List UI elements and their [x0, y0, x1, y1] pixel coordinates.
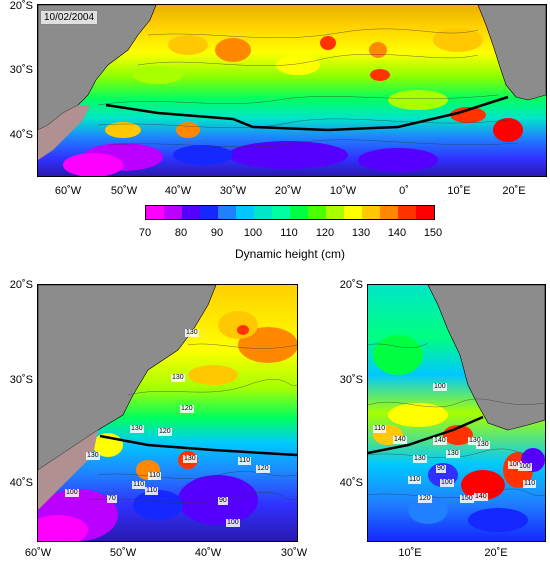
colorbar-tick-100: 100	[243, 227, 263, 239]
right-contour-label: 110	[373, 425, 387, 433]
top-y-tick-40s: 40˚S	[9, 129, 33, 141]
colorbar-swatch	[218, 206, 236, 219]
left-map: 130 130 120 130 120 110 120 130 130 110 …	[37, 284, 298, 542]
right-contour-label: 130	[476, 441, 490, 449]
right-contour-label: 150	[460, 495, 474, 503]
left-contour-label: 130	[171, 374, 185, 382]
left-x-tick-60w: 60˚W	[24, 547, 52, 559]
left-contour-label: 130	[86, 452, 100, 460]
colorbar-tick-90: 90	[210, 227, 224, 239]
top-x-tick-40w: 40˚W	[164, 185, 192, 197]
right-contour-label: 140	[474, 493, 488, 501]
left-contour-label: 110	[132, 481, 146, 489]
colorbar-tick-130: 130	[351, 227, 371, 239]
top-x-tick-20w: 20˚W	[274, 185, 302, 197]
left-contour-label: 110	[145, 487, 159, 495]
right-x-tick-20e: 20˚E	[484, 547, 508, 559]
colorbar-swatch	[344, 206, 362, 219]
left-contour-label: 70	[107, 495, 117, 503]
top-x-tick-50w: 50˚W	[110, 185, 138, 197]
colorbar-swatch	[416, 206, 434, 219]
right-contour-label: 100	[508, 461, 522, 469]
right-contour-label: 140	[433, 437, 447, 445]
right-contour-label: 100	[518, 463, 532, 471]
right-front-line	[368, 415, 484, 455]
top-y-tick-20s: 20˚S	[9, 0, 33, 12]
colorbar-swatch	[200, 206, 218, 219]
right-y-tick-40s: 40˚S	[339, 477, 363, 489]
left-x-tick-30w: 30˚W	[280, 547, 308, 559]
left-contour-label: 100	[226, 519, 240, 527]
top-x-tick-20e: 20˚E	[502, 185, 526, 197]
top-x-tick-0: 0˚	[399, 185, 409, 197]
colorbar-tick-80: 80	[174, 227, 188, 239]
colorbar-swatch	[362, 206, 380, 219]
top-y-tick-30s: 30˚S	[9, 64, 33, 76]
right-contour-label: 140	[393, 436, 407, 444]
left-contour-label: 100	[65, 489, 79, 497]
right-contour-label: 100	[433, 383, 447, 391]
top-front-line	[105, 95, 509, 132]
colorbar-tick-150: 150	[423, 227, 443, 239]
left-contour-label: 130	[183, 455, 197, 463]
left-contour-label: 90	[218, 497, 228, 505]
right-contour-label: 110	[408, 476, 422, 484]
date-label: 10/02/2004	[40, 10, 99, 25]
left-contour-label: 120	[180, 405, 194, 413]
africa-land	[477, 5, 546, 101]
right-y-tick-30s: 30˚S	[339, 374, 363, 386]
colorbar-swatch	[290, 206, 308, 219]
top-x-tick-30w: 30˚W	[219, 185, 247, 197]
top-x-tick-10e: 10˚E	[447, 185, 471, 197]
left-y-tick-20s: 20˚S	[9, 279, 33, 291]
top-x-tick-60w: 60˚W	[54, 185, 82, 197]
right-contour-label: 100	[440, 479, 454, 487]
left-map-field	[38, 285, 297, 541]
colorbar	[145, 205, 435, 220]
top-x-tick-10w: 10˚W	[329, 185, 357, 197]
left-x-tick-50w: 50˚W	[109, 547, 137, 559]
colorbar-tick-140: 140	[387, 227, 407, 239]
colorbar-swatch	[326, 206, 344, 219]
right-contour-label: 90	[436, 465, 446, 473]
right-contour-label: 130	[446, 450, 460, 458]
left-contour-label: 130	[130, 425, 144, 433]
colorbar-swatch	[164, 206, 182, 219]
left-y-tick-40s: 40˚S	[9, 477, 33, 489]
left-contour-label: 110	[238, 457, 252, 465]
right-contour-label: 120	[418, 495, 432, 503]
right-map-field	[368, 285, 545, 541]
colorbar-swatch	[308, 206, 326, 219]
colorbar-swatch	[380, 206, 398, 219]
left-front-line	[99, 434, 297, 457]
colorbar-tick-110: 110	[280, 227, 298, 239]
colorbar-swatch	[146, 206, 164, 219]
right-africa-land	[427, 285, 545, 431]
left-south-america-land	[38, 285, 217, 471]
right-y-tick-20s: 20˚S	[339, 279, 363, 291]
right-contour-label: 110	[523, 480, 537, 488]
left-contour-label: 120	[158, 428, 172, 436]
top-map: 10/02/2004	[37, 4, 547, 177]
colorbar-swatch	[236, 206, 254, 219]
left-x-tick-40w: 40˚W	[194, 547, 222, 559]
colorbar-swatch	[272, 206, 290, 219]
colorbar-tick-120: 120	[315, 227, 335, 239]
top-map-field	[38, 5, 546, 176]
left-contour-label: 130	[185, 329, 199, 337]
left-contour-label: 110	[148, 472, 162, 480]
right-x-tick-10e: 10˚E	[398, 547, 422, 559]
colorbar-swatch	[254, 206, 272, 219]
left-y-tick-30s: 30˚S	[9, 374, 33, 386]
colorbar-swatch	[398, 206, 416, 219]
right-contour-label: 130	[468, 437, 482, 445]
colorbar-swatch	[182, 206, 200, 219]
right-contour-label: 130	[413, 455, 427, 463]
colorbar-tick-70: 70	[138, 227, 152, 239]
right-map: 100 110 140 140 130 130 130 90 100 110 1…	[367, 284, 546, 542]
left-contour-label: 120	[256, 465, 270, 473]
colorbar-label: Dynamic height (cm)	[234, 247, 346, 261]
